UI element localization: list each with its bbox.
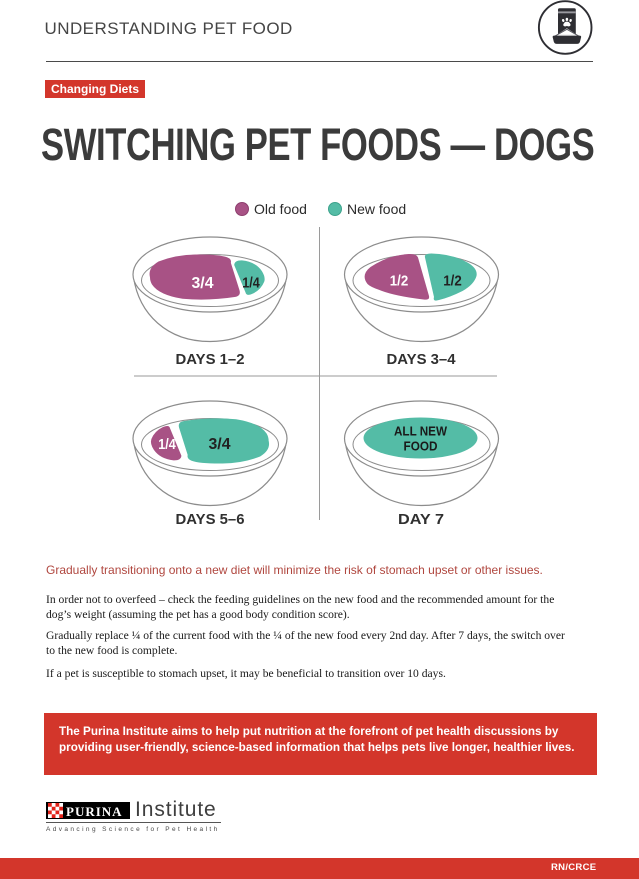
- svg-text:DAY 7: DAY 7: [398, 511, 444, 528]
- svg-text:1/2: 1/2: [390, 273, 409, 290]
- svg-text:1/2: 1/2: [443, 273, 462, 290]
- svg-text:DAYS 1–2: DAYS 1–2: [176, 351, 245, 368]
- svg-text:1/4: 1/4: [158, 436, 176, 453]
- svg-text:3/4: 3/4: [209, 436, 231, 453]
- svg-text:3/4: 3/4: [192, 275, 214, 292]
- svg-text:ALL NEW: ALL NEW: [394, 424, 448, 439]
- svg-text:FOOD: FOOD: [404, 439, 438, 454]
- svg-text:DAYS 3–4: DAYS 3–4: [387, 351, 457, 368]
- svg-text:DAYS 5–6: DAYS 5–6: [176, 511, 245, 528]
- svg-text:1/4: 1/4: [242, 275, 260, 292]
